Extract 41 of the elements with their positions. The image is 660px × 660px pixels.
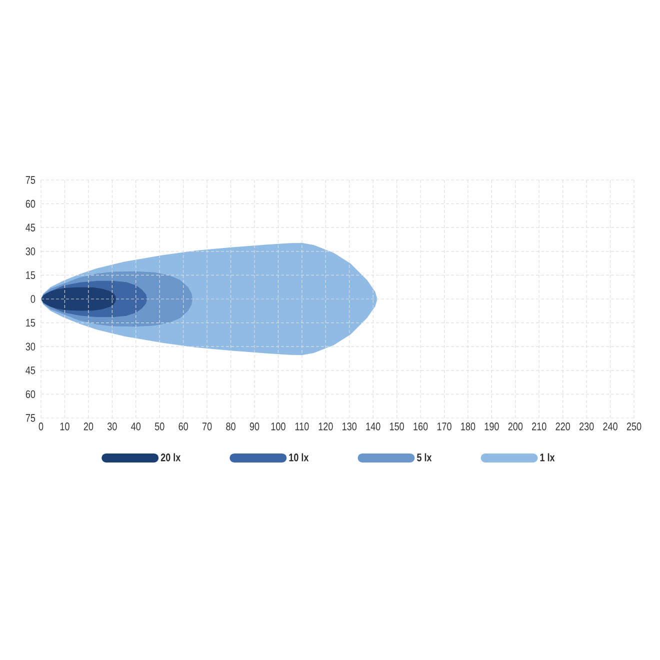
legend-label: 1 lx [540,453,555,462]
x-tick-label: 60 [178,422,188,430]
x-tick-label: 30 [107,422,117,430]
y-tick-label: 60 [26,390,36,398]
x-tick-label: 210 [532,422,546,430]
y-tick-label: 0 [30,295,36,303]
x-tick-label: 190 [484,422,499,430]
y-tick-label: 75 [26,414,36,422]
y-tick-label: 15 [26,318,36,327]
x-tick-label: 130 [342,422,357,430]
x-tick-label: 0 [38,422,44,430]
legend-label: 10 lx [289,453,309,462]
x-tick-label: 140 [366,422,380,430]
x-tick-label: 50 [154,422,164,430]
x-tick-label: 150 [390,422,404,430]
x-tick-label: 120 [318,422,333,430]
x-tick-label: 80 [226,422,236,430]
x-tick-label: 250 [626,422,642,430]
x-tick-label: 180 [461,422,476,430]
y-tick-label: 30 [26,342,36,350]
x-tick-label: 10 [60,422,70,430]
x-tick-label: 100 [271,422,286,430]
x-tick-label: 90 [250,422,260,430]
x-tick-label: 220 [556,422,570,430]
y-tick-label: 75 [26,176,36,184]
x-tick-label: 200 [508,422,523,430]
x-tick-label: 160 [414,422,428,430]
x-tick-label: 230 [580,422,594,430]
legend-label: 20 lx [160,453,181,462]
x-tick-label: 40 [131,422,141,430]
x-tick-label: 240 [603,422,618,430]
y-tick-label: 15 [26,271,36,280]
x-tick-label: 110 [295,422,309,430]
x-tick-label: 20 [84,422,94,430]
y-tick-label: 30 [26,248,36,256]
y-tick-label: 45 [26,366,36,374]
legend-label: 5 lx [416,453,432,462]
x-tick-label: 170 [437,422,452,430]
y-tick-label: 45 [26,224,36,232]
x-tick-label: 70 [202,422,212,430]
y-tick-label: 60 [26,200,36,208]
